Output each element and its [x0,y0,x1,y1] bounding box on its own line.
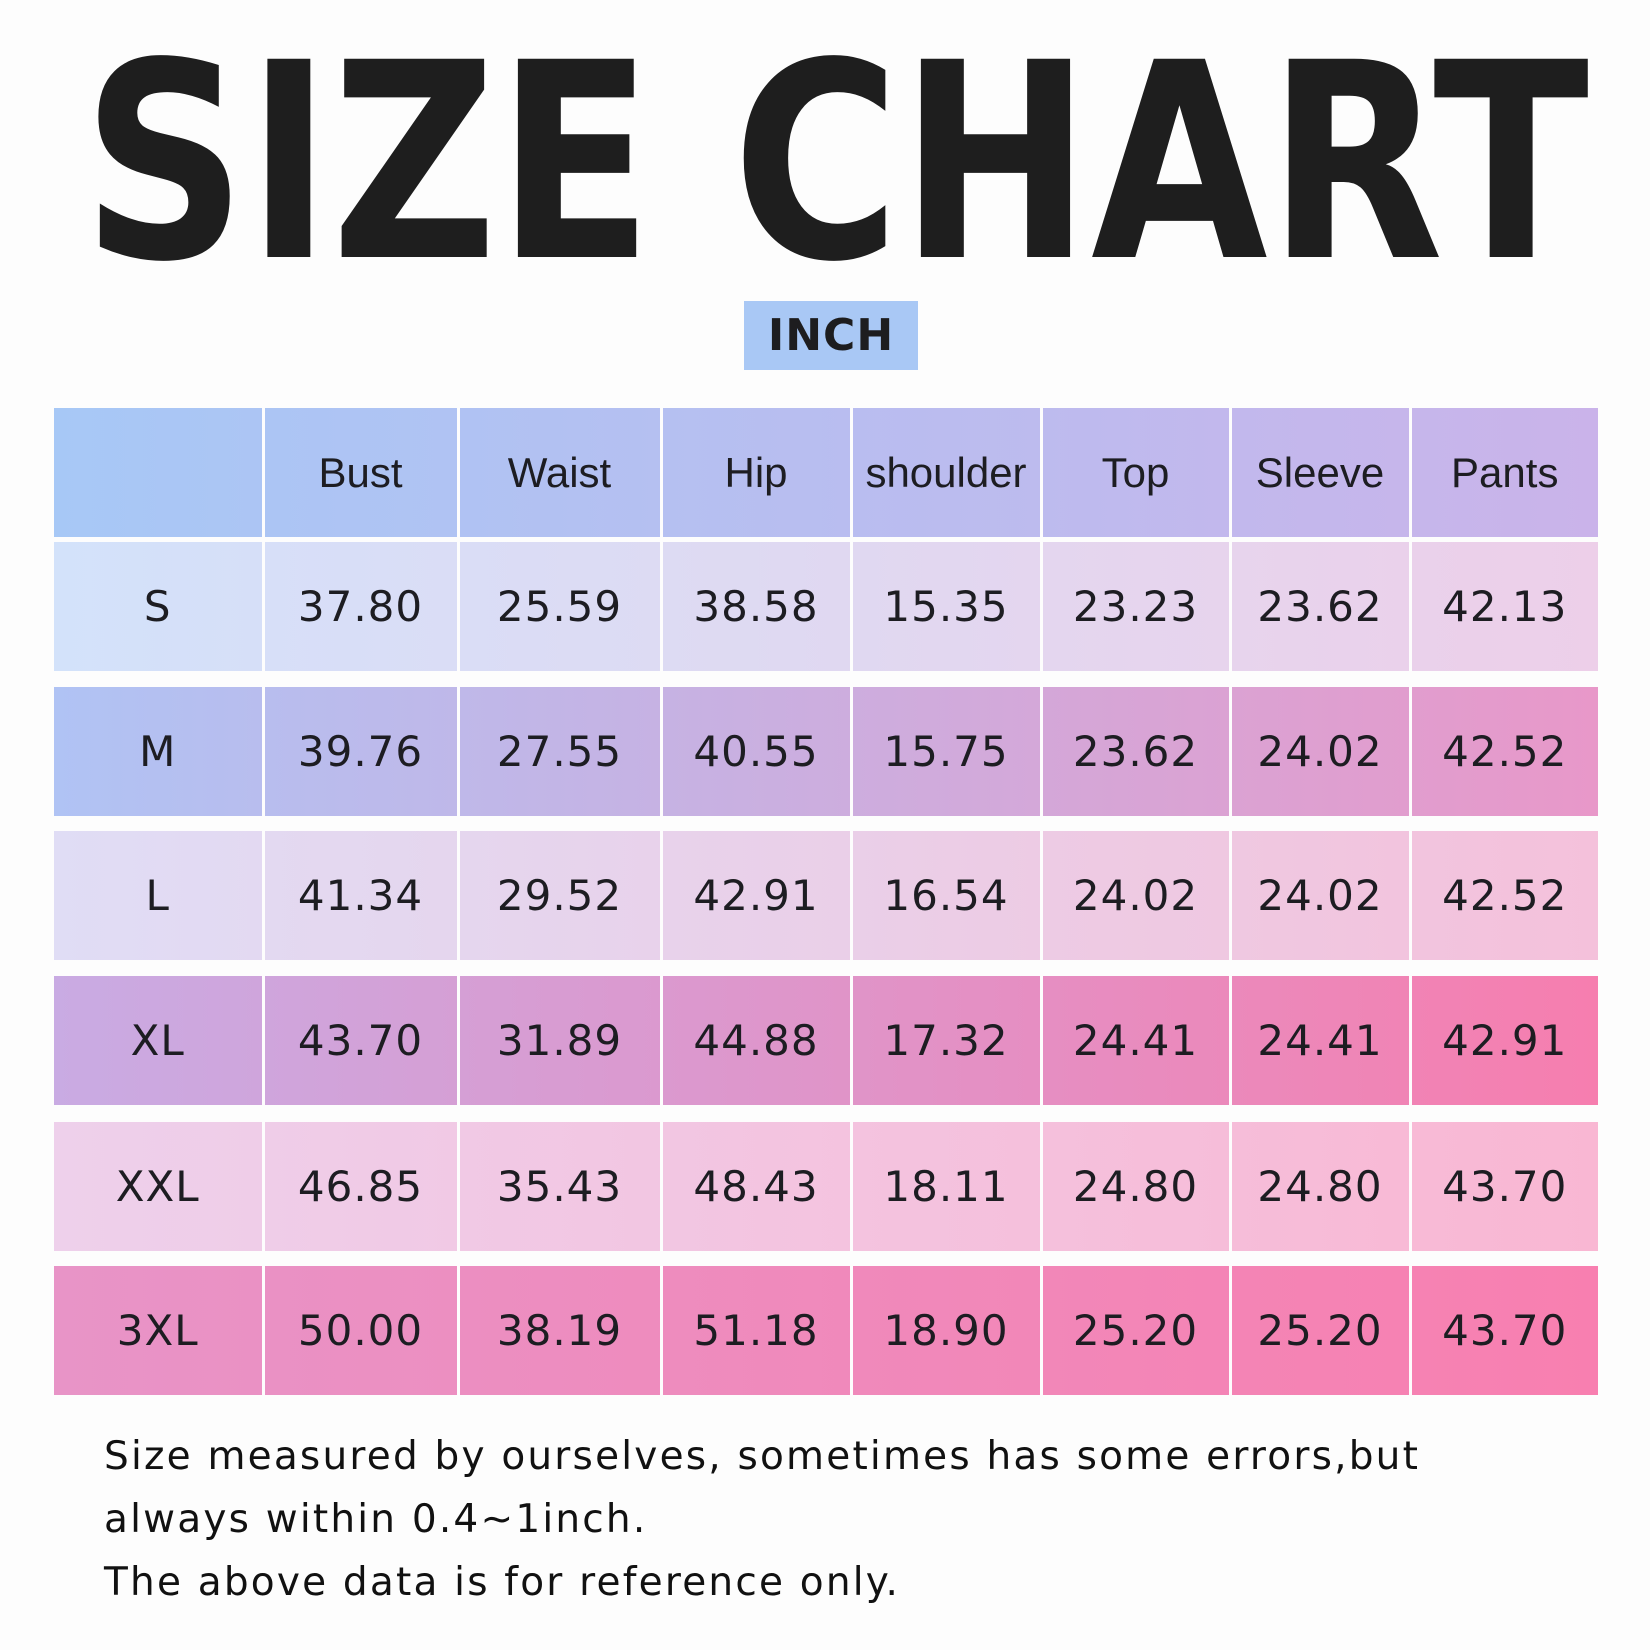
measurement: 23.62 [1042,687,1229,816]
measurement: 24.80 [1231,1122,1409,1251]
measurement: 24.41 [1231,976,1409,1105]
measurement: 24.02 [1231,687,1409,816]
title: SIZE CHART [82,6,1590,290]
measurement: 24.80 [1042,1122,1229,1251]
size-row: S 37.80 25.59 38.58 15.35 23.23 23.62 42.13 [54,542,1598,671]
measurement: 42.52 [1411,687,1598,816]
size-label: XL [54,976,262,1105]
column-header: Top [1042,408,1229,537]
note: Size measured by ourselves, sometimes ha… [104,1434,1421,1542]
measurement: 39.76 [264,687,457,816]
measurement: 15.75 [852,687,1040,816]
measurement: 15.35 [852,542,1040,671]
measurement: 35.43 [459,1122,660,1251]
size-label: L [54,831,262,960]
measurement: 25.20 [1042,1266,1229,1395]
measurement: 43.70 [1411,1266,1598,1395]
measurement: 29.52 [459,831,660,960]
column-header: shoulder [852,408,1040,537]
measurement: 31.89 [459,976,660,1105]
measurement: 44.88 [662,976,850,1105]
measurement: 24.41 [1042,976,1229,1105]
measurement: 16.54 [852,831,1040,960]
header-corner [54,408,262,537]
column-header: Hip [662,408,850,537]
notes: Size measured by ourselves, sometimes ha… [104,1425,1564,1614]
measurement: 42.91 [1411,976,1598,1105]
measurement: 18.90 [852,1266,1040,1395]
measurement: 25.20 [1231,1266,1409,1395]
measurement: 51.18 [662,1266,850,1395]
measurement: 23.62 [1231,542,1409,671]
size-label: S [54,542,262,671]
header-row: Bust Waist Hip shoulder Top Sleeve Pants [54,408,1598,537]
measurement: 42.13 [1411,542,1598,671]
measurement: 42.91 [662,831,850,960]
column-header: Pants [1411,408,1598,537]
measurement: 38.19 [459,1266,660,1395]
measurement: 23.23 [1042,542,1229,671]
column-header: Bust [264,408,457,537]
measurement: 43.70 [264,976,457,1105]
column-header: Sleeve [1231,408,1409,537]
measurement: 43.70 [1411,1122,1598,1251]
measurement: 38.58 [662,542,850,671]
size-row: XL 43.70 31.89 44.88 17.32 24.41 24.41 42.91 [54,976,1598,1105]
measurement: 40.55 [662,687,850,816]
size-label: M [54,687,262,816]
note: The above data is for reference only. [104,1560,901,1605]
measurement: 46.85 [264,1122,457,1251]
size-row: XXL 46.85 35.43 48.43 18.11 24.80 24.80 43.70 [54,1122,1598,1251]
measurement: 41.34 [264,831,457,960]
size-label: 3XL [54,1266,262,1395]
size-row: 3XL 50.00 38.19 51.18 18.90 25.20 25.20 43.70 [54,1266,1598,1395]
measurement: 42.52 [1411,831,1598,960]
measurement: 24.02 [1231,831,1409,960]
size-row: M 39.76 27.55 40.55 15.75 23.62 24.02 42.52 [54,687,1598,816]
measurement: 37.80 [264,542,457,671]
title-area: SIZE CHART [82,6,1590,290]
measurement: 48.43 [662,1122,850,1251]
size-label: XXL [54,1122,262,1251]
measurement: 27.55 [459,687,660,816]
measurement: 50.00 [264,1266,457,1395]
size-row: L 41.34 29.52 42.91 16.54 24.02 24.02 42.52 [54,831,1598,960]
measurement: 17.32 [852,976,1040,1105]
measurement: 18.11 [852,1122,1040,1251]
measurement: 25.59 [459,542,660,671]
column-header: Waist [459,408,660,537]
measurement: 24.02 [1042,831,1229,960]
unit-label: INCH [744,301,918,370]
